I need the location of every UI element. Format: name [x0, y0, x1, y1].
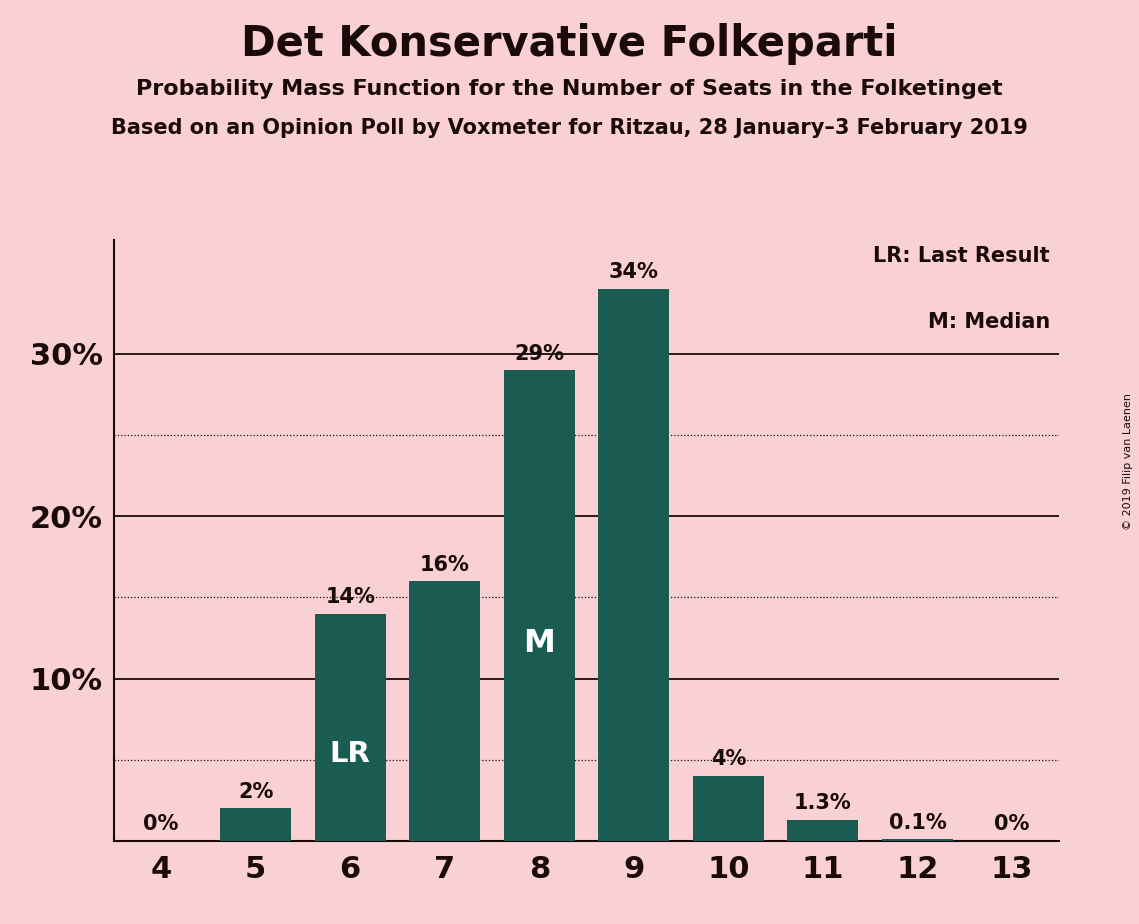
Text: Probability Mass Function for the Number of Seats in the Folketinget: Probability Mass Function for the Number… [137, 79, 1002, 99]
Bar [314, 614, 386, 841]
Bar [598, 289, 670, 841]
Text: 16%: 16% [420, 554, 469, 575]
Text: 14%: 14% [326, 587, 375, 607]
Text: 4%: 4% [711, 749, 746, 770]
Text: Det Konservative Folkeparti: Det Konservative Folkeparti [241, 23, 898, 65]
Bar [882, 839, 953, 841]
Bar [220, 808, 292, 841]
Bar [693, 776, 764, 841]
Text: 0.1%: 0.1% [888, 813, 947, 833]
Text: LR: Last Result: LR: Last Result [874, 246, 1050, 266]
Text: 2%: 2% [238, 782, 273, 802]
Text: 34%: 34% [609, 262, 658, 283]
Text: 29%: 29% [515, 344, 564, 364]
Bar [787, 820, 859, 841]
Text: © 2019 Filip van Laenen: © 2019 Filip van Laenen [1123, 394, 1133, 530]
Text: 0%: 0% [994, 814, 1030, 834]
Text: M: M [524, 627, 555, 659]
Bar [503, 371, 575, 841]
Bar [409, 581, 481, 841]
Text: LR: LR [330, 740, 370, 769]
Text: 0%: 0% [144, 814, 179, 834]
Text: Based on an Opinion Poll by Voxmeter for Ritzau, 28 January–3 February 2019: Based on an Opinion Poll by Voxmeter for… [112, 118, 1027, 139]
Text: 1.3%: 1.3% [794, 793, 852, 813]
Text: M: Median: M: Median [927, 312, 1050, 333]
